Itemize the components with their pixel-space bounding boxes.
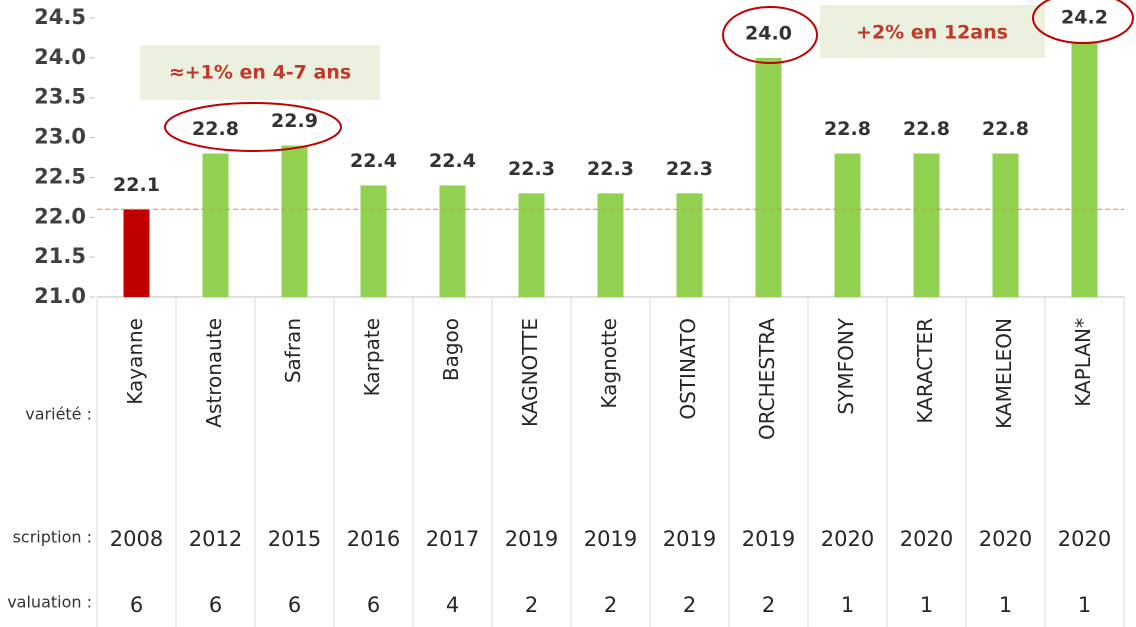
evaluation-cell: 2	[525, 593, 538, 617]
row-label: scription :	[13, 528, 92, 547]
bar	[1071, 41, 1098, 297]
y-tick-label: 24.5	[34, 5, 86, 29]
inscription-cell: 2019	[663, 527, 716, 551]
category-label: SYMFONY	[834, 317, 858, 414]
highlight-ellipse	[722, 6, 818, 64]
evaluation-cell: 6	[130, 593, 143, 617]
row-label: valuation :	[7, 593, 92, 612]
value-label: 22.3	[666, 158, 713, 180]
value-label: 22.1	[113, 174, 160, 196]
category-label: Bagoo	[439, 318, 463, 381]
y-tick-label: 22.5	[34, 164, 86, 188]
evaluation-cell: 1	[999, 593, 1012, 617]
highlight-ellipse	[1032, 0, 1134, 44]
y-tick-label: 21.0	[34, 284, 86, 308]
row-label: variété :	[25, 405, 92, 424]
evaluation-cell: 2	[762, 593, 775, 617]
evaluation-cell: 2	[683, 593, 696, 617]
value-label: 22.4	[350, 150, 397, 172]
bar	[518, 193, 545, 297]
bar	[834, 153, 861, 297]
category-label: KARACTER	[913, 318, 937, 424]
category-label: Kayanne	[123, 318, 147, 405]
category-label: Kagnotte	[597, 318, 621, 409]
y-tick-label: 21.5	[34, 244, 86, 268]
category-label: Safran	[281, 318, 305, 383]
evaluation-cell: 1	[841, 593, 854, 617]
category-label: KAPLAN*	[1071, 318, 1095, 407]
bar	[439, 185, 466, 297]
inscription-cell: 2017	[426, 527, 479, 551]
bar	[123, 209, 150, 297]
value-label: 22.3	[508, 158, 555, 180]
category-label: OSTINATO	[676, 318, 700, 420]
evaluation-cell: 4	[446, 593, 459, 617]
inscription-cell: 2016	[347, 527, 400, 551]
evaluation-cell: 6	[367, 593, 380, 617]
bar	[755, 57, 782, 297]
category-label: KAMELEON	[992, 318, 1016, 429]
value-label: 22.3	[587, 158, 634, 180]
inscription-cell: 2019	[584, 527, 637, 551]
evaluation-cell: 1	[1078, 593, 1091, 617]
evaluation-cell: 6	[209, 593, 222, 617]
category-label: Karpate	[360, 318, 384, 396]
value-label: 22.8	[903, 118, 950, 140]
category-label: KAGNOTTE	[518, 318, 542, 427]
evaluation-cell: 6	[288, 593, 301, 617]
inscription-cell: 2008	[110, 527, 163, 551]
bar	[202, 153, 229, 297]
annotation-box	[140, 45, 380, 100]
inscription-cell: 2012	[189, 527, 242, 551]
value-label: 24.2	[1061, 6, 1108, 28]
y-tick-label: 24.0	[34, 45, 86, 69]
category-label: ORCHESTRA	[755, 318, 779, 440]
value-label: 22.8	[982, 118, 1029, 140]
y-tick-label: 23.0	[34, 125, 86, 149]
evaluation-cell: 2	[604, 593, 617, 617]
inscription-cell: 2020	[1058, 527, 1111, 551]
value-label: 22.8	[824, 118, 871, 140]
bar	[597, 193, 624, 297]
bar	[281, 145, 308, 297]
annotation: +2% en 12ans	[856, 22, 1008, 44]
value-label: 22.8	[192, 118, 239, 140]
value-label: 24.0	[745, 22, 792, 44]
category-label: Astronaute	[202, 318, 226, 428]
inscription-cell: 2019	[742, 527, 795, 551]
inscription-cell: 2020	[979, 527, 1032, 551]
bar	[676, 193, 703, 297]
value-label: 22.9	[271, 110, 318, 132]
highlight-ellipse	[164, 102, 342, 152]
inscription-cell: 2020	[900, 527, 953, 551]
bar	[360, 185, 387, 297]
annotation-box	[820, 5, 1045, 58]
inscription-cell: 2015	[268, 527, 321, 551]
y-tick-label: 22.0	[34, 204, 86, 228]
annotation: ≈+1% en 4-7 ans	[169, 62, 351, 84]
evaluation-cell: 1	[920, 593, 933, 617]
bar	[913, 153, 940, 297]
inscription-cell: 2020	[821, 527, 874, 551]
inscription-cell: 2019	[505, 527, 558, 551]
value-label: 22.4	[429, 150, 476, 172]
bar	[992, 153, 1019, 297]
y-tick-label: 23.5	[34, 85, 86, 109]
